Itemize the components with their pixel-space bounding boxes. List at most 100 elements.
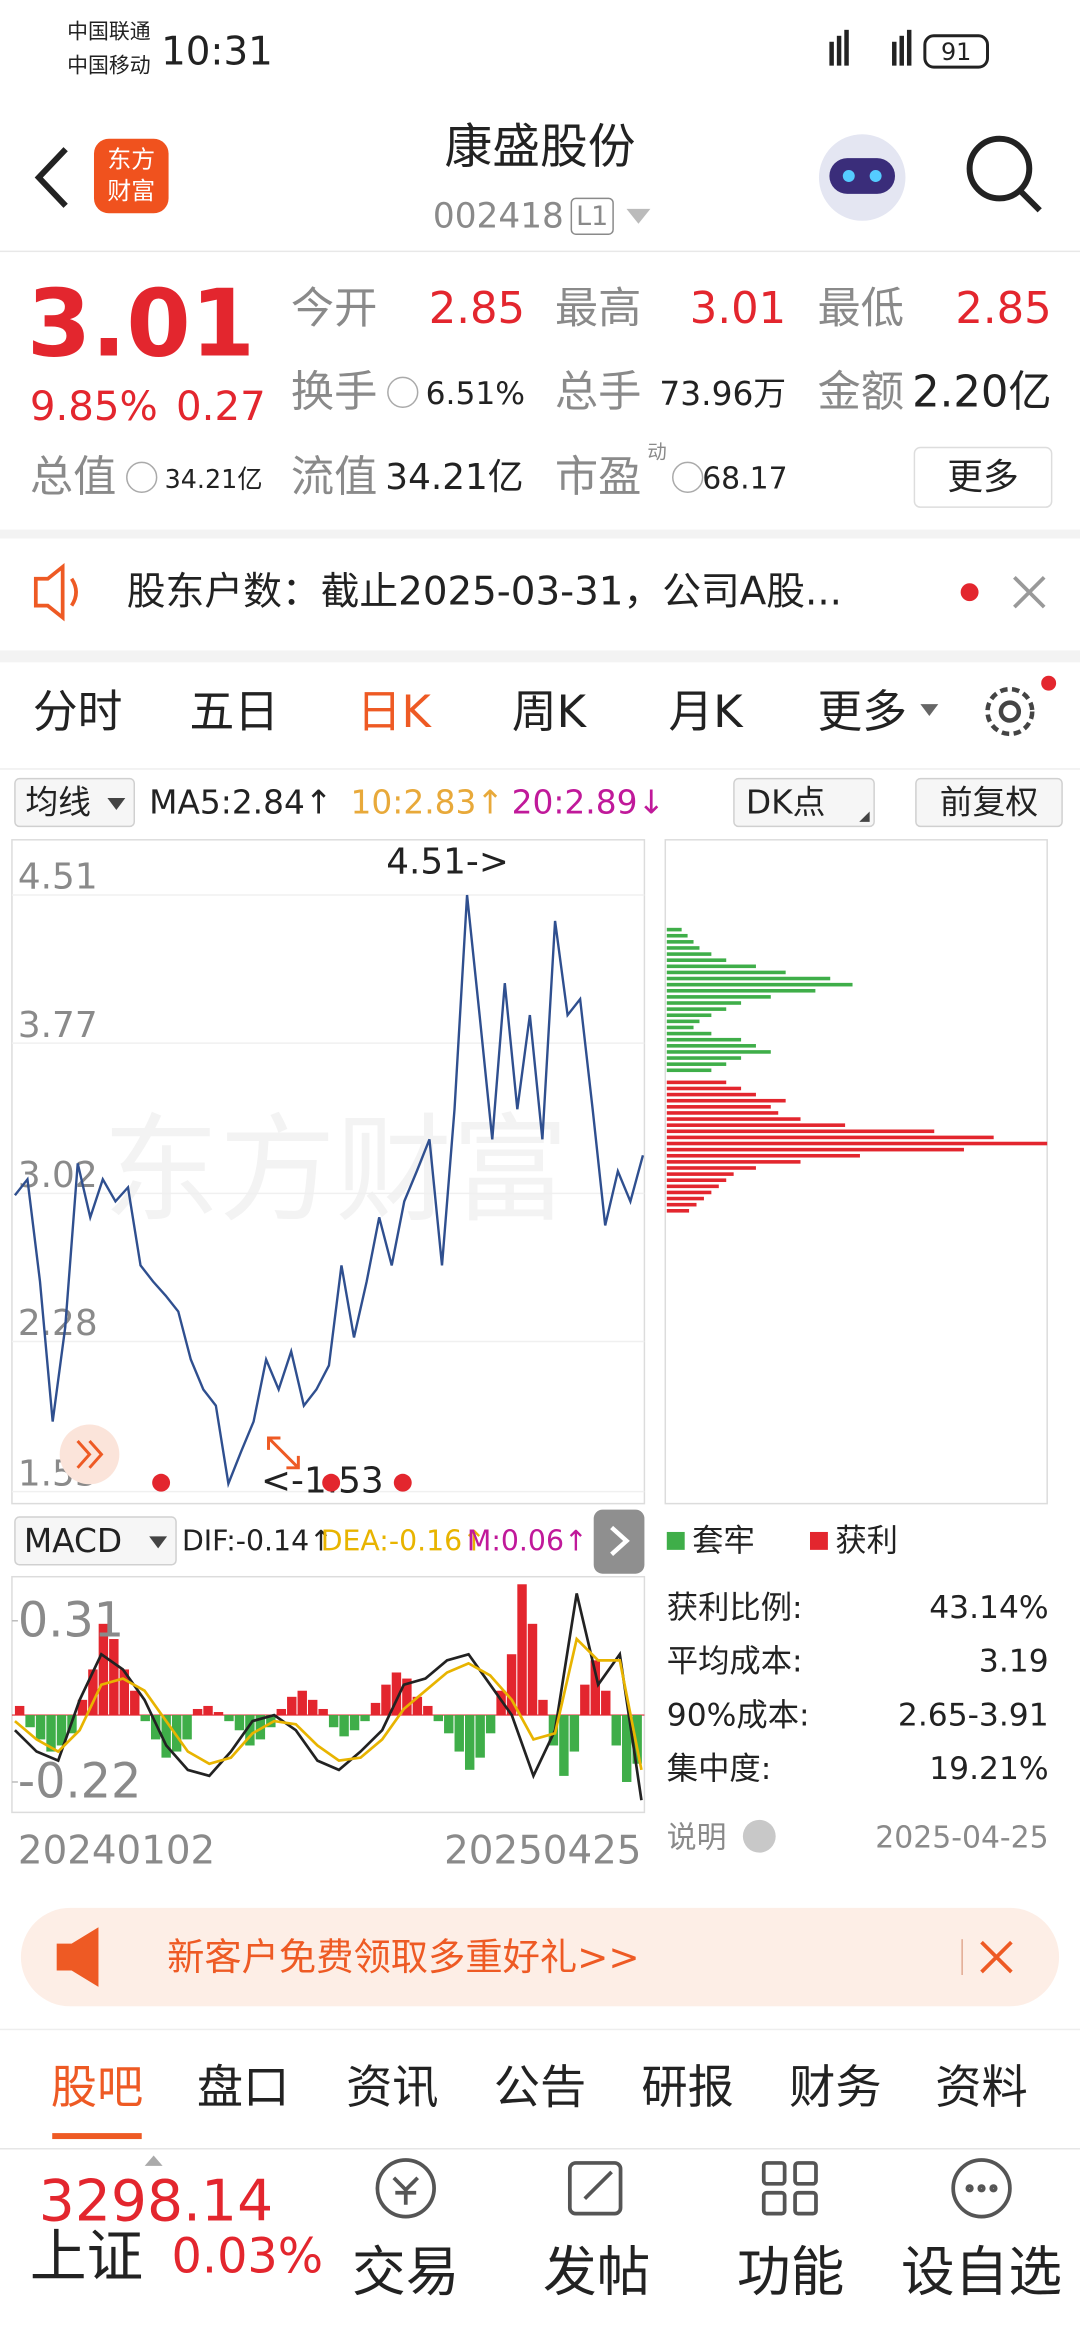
period-tab[interactable]: 五日 [189,685,279,738]
close-button[interactable] [980,1940,1013,1974]
macd-bar [255,1715,266,1740]
profile-bar [666,1141,1048,1146]
info-tab[interactable]: 公告 [494,2060,586,2114]
assistant-icon[interactable] [818,134,906,221]
macd-bar [130,1690,140,1716]
nav-item[interactable]: 功能 [737,2240,844,2303]
info-tab[interactable]: 资料 [935,2060,1027,2114]
macd-bar [297,1690,307,1716]
info-tab[interactable]: 盘口 [197,2060,289,2114]
legend-swatch [666,1531,685,1550]
macd-bar [161,1715,171,1758]
more-button[interactable] [913,446,1053,508]
promo-banner[interactable] [20,1907,1060,2007]
nav-item[interactable]: 发帖 [543,2240,650,2303]
ma-select[interactable] [14,777,136,828]
period-tab[interactable]: 月K [669,685,745,738]
note-label[interactable]: 说明 [667,1820,727,1855]
period-tab[interactable]: 更多 [817,685,907,738]
field-sup: 动 [647,440,666,463]
period-tab[interactable]: 日K [357,685,433,738]
stat-label: 90%成本: [667,1697,810,1733]
change: 0.27 [176,384,266,430]
profile-bar [666,1098,786,1103]
macd-bar [412,1696,423,1716]
expand-button[interactable] [593,1509,645,1574]
indicator-select[interactable] [14,1516,177,1566]
profile-bar [666,1050,771,1054]
period-tab[interactable]: 分时 [33,685,123,738]
index-value[interactable]: 3298.14 [39,2169,273,2235]
carrier: 中国移动 [67,54,150,78]
app-logo [93,138,169,214]
nav-icons [375,2158,1012,2219]
macd-frame [11,1575,646,1814]
search-button[interactable] [966,135,1042,213]
x-label: 20250425 [444,1829,641,1874]
field-value: 68.17 [702,461,787,496]
info-icon[interactable] [742,1819,776,1853]
profile-bar [666,1123,846,1127]
nav-item[interactable]: 设自选 [901,2240,1062,2303]
macd-bar [234,1715,245,1731]
close-button[interactable] [1013,575,1046,609]
macd-bar [433,1715,444,1722]
index-name[interactable]: 上证 [30,2224,143,2290]
stat-value: 43.14% [929,1590,1048,1626]
profile-bar [666,1105,771,1109]
macd-bar [35,1715,46,1740]
info-tab[interactable]: 资讯 [346,2060,438,2114]
max-label: 4.51-> [386,842,509,883]
macd-bar [109,1639,119,1716]
info-tab[interactable]: 股吧 [51,2060,143,2114]
divider [0,768,1080,770]
info-icon[interactable] [672,461,704,494]
expand-mark [144,2155,163,2166]
settings-button[interactable] [985,686,1035,737]
profile-bar [666,1013,712,1018]
profile-bar [666,1190,712,1195]
divider [0,250,1080,253]
promo-text[interactable]: 新客户免费领取多重好礼>> [167,1935,640,1979]
macd-bar [266,1715,276,1728]
dropdown[interactable] [626,208,651,224]
price-chart: 4.513.773.022.281.53 [11,857,645,1494]
nav-item[interactable]: 交易 [352,2240,459,2303]
info-icon[interactable] [126,461,158,494]
macd-bar [213,1712,224,1716]
divider [0,2148,1080,2150]
profile-bar [666,1001,742,1005]
macd-bar [328,1715,339,1728]
macd-bar [224,1715,234,1722]
macd-bar [391,1672,402,1716]
macd-bar [381,1684,391,1716]
profile-bar [666,988,816,993]
macd-bar [360,1715,370,1722]
notice-text[interactable]: 股东户数：截止2025-03-31，公司A股... [127,570,842,615]
info-tabs: 股吧 盘口 资讯 公告 研报 财务 资料 [51,2060,1028,2114]
speaker-icon [33,562,78,622]
field-label: 最高 [555,284,642,334]
info-tab[interactable]: 研报 [641,2060,733,2114]
adjust-button[interactable] [915,777,1063,828]
index-pct[interactable]: 0.03% [172,2229,324,2284]
dk-button[interactable] [733,777,875,828]
profile-bar [666,1129,935,1134]
info-tab[interactable]: 财务 [789,2060,881,2114]
profile-bar [666,976,831,981]
info-icon[interactable] [387,376,419,408]
signal-icons [829,29,912,66]
profile-bar [666,1178,727,1183]
dea-label: DEA:-0.16↑ [321,1524,486,1557]
legend-label: 获利 [835,1523,898,1559]
back-button[interactable] [34,147,68,208]
profile-bar [666,964,756,969]
profile-bar [666,946,700,950]
profile-date: 2025-04-25 [875,1820,1048,1855]
ma-select-label: 均线 [25,784,91,822]
dk-label: DK点 [746,784,826,822]
period-tab[interactable]: 周K [512,685,588,738]
profile-bar [666,1209,690,1213]
macd-bar [590,1660,601,1716]
